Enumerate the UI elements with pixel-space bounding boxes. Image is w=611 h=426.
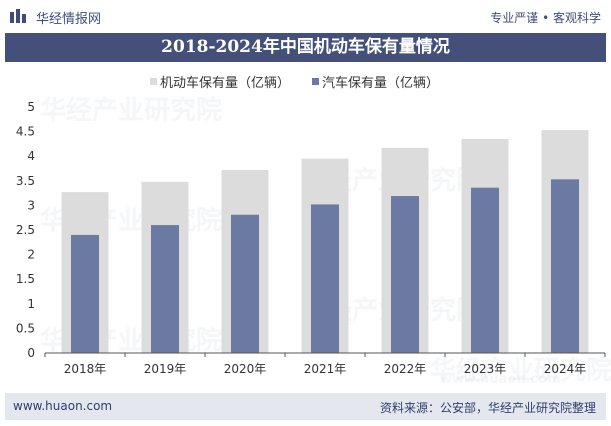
legend-item-cars: 汽车保有量（亿辆） — [312, 72, 439, 91]
y-tick-label: 1.5 — [16, 272, 35, 286]
y-tick-label: 0.5 — [16, 321, 35, 335]
legend-swatch — [312, 78, 320, 85]
y-tick-label: 3.5 — [16, 174, 35, 188]
y-tick-label: 4 — [27, 149, 35, 163]
y-tick-label: 2 — [27, 248, 35, 262]
y-tick-label: 1 — [27, 297, 35, 311]
y-tick-label: 4.5 — [16, 125, 35, 139]
footer-url: www.huaon.com — [13, 399, 113, 413]
chart-title: 2018-2024年中国机动车保有量情况 — [5, 33, 606, 62]
legend-label: 机动车保有量（亿辆） — [160, 76, 291, 91]
x-tick-label: 2018年 — [64, 362, 107, 376]
legend: 机动车保有量（亿辆） 汽车保有量（亿辆） — [150, 72, 439, 91]
bar-cars — [311, 204, 339, 353]
legend-label: 汽车保有量（亿辆） — [322, 76, 440, 91]
x-tick-label: 2021年 — [304, 362, 347, 376]
x-tick-label: 2022年 — [384, 362, 427, 376]
x-tick-label: 2019年 — [144, 362, 187, 376]
footer-source: 资料来源：公安部，华经产业研究院整理 — [379, 401, 596, 415]
logo-icon — [10, 9, 26, 23]
y-tick-label: 0 — [27, 346, 35, 360]
bar-cars — [551, 179, 579, 353]
bar-cars — [471, 187, 499, 353]
y-tick-label: 3 — [27, 198, 35, 212]
bar-cars — [71, 234, 99, 353]
tagline: 专业严谨 • 客观科学 — [490, 11, 601, 25]
legend-item-motor-vehicles: 机动车保有量（亿辆） — [150, 72, 290, 91]
legend-swatch — [150, 78, 157, 85]
x-tick-label: 2024年 — [544, 362, 587, 376]
bar-cars — [391, 196, 419, 353]
footer: www.huaon.com 资料来源：公安部，华经产业研究院整理 — [5, 393, 606, 420]
y-tick-label: 5 — [27, 100, 35, 114]
x-tick-label: 2023年 — [464, 362, 507, 376]
y-tick-label: 2.5 — [16, 223, 35, 237]
bar-cars — [231, 214, 259, 353]
x-tick-label: 2020年 — [224, 362, 267, 376]
brand-name: 华经情报网 — [36, 12, 102, 27]
bar-cars — [151, 225, 179, 353]
top-bar: 华经情报网 专业严谨 • 客观科学 — [0, 0, 611, 32]
